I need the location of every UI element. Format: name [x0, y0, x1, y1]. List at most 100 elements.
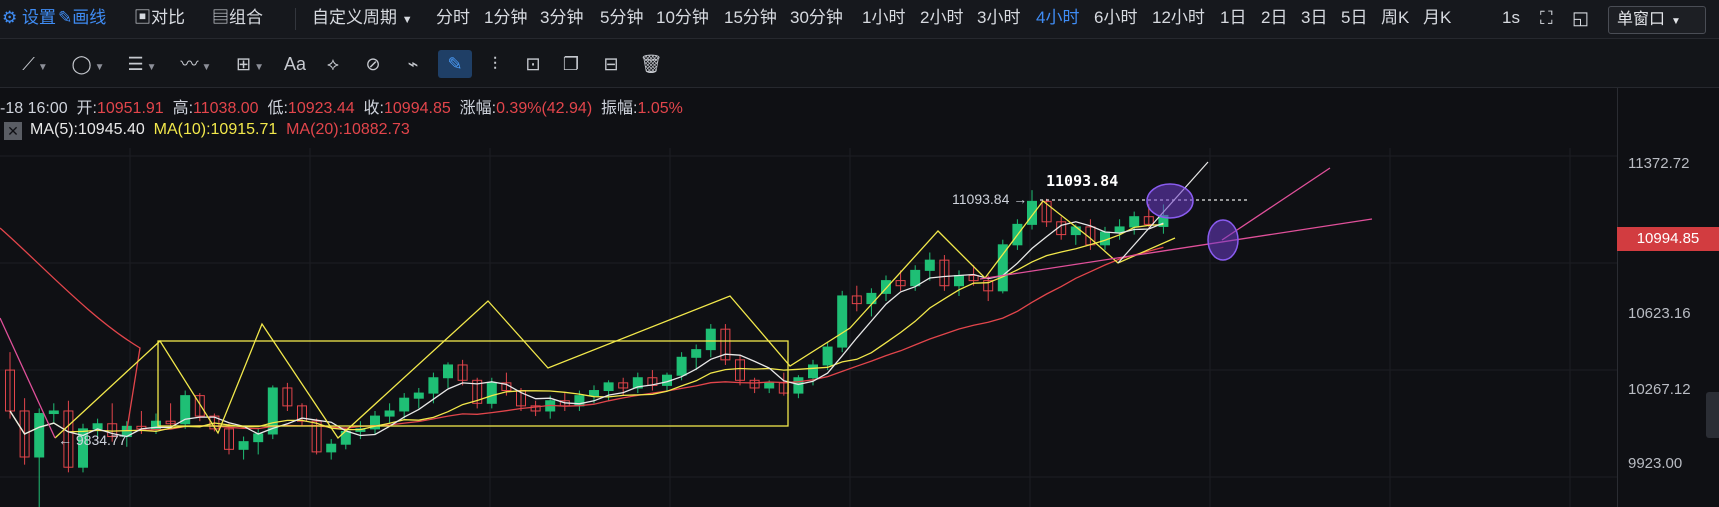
period-tab[interactable]: 周K: [1381, 8, 1410, 27]
candle-body: [48, 410, 59, 415]
amplitude-value: 1.05%: [637, 100, 683, 117]
hide-tool-icon[interactable]: ⊟: [603, 54, 619, 74]
settings-button[interactable]: ⚙ 设置: [2, 0, 56, 38]
candle-body: [413, 392, 424, 399]
period-tab[interactable]: 分时: [436, 8, 470, 27]
settings-label: 设置: [21, 8, 56, 27]
parallel-tool-icon[interactable]: ☰ ▼: [127, 54, 157, 74]
period-tab[interactable]: 1分钟: [484, 8, 528, 27]
candle-body: [457, 364, 468, 381]
candle-body: [1027, 200, 1037, 225]
compare-label: 对比: [151, 8, 185, 27]
period-tab[interactable]: 12小时: [1152, 8, 1205, 27]
magnet-tool-icon[interactable]: ⊘: [365, 54, 381, 74]
period-tab[interactable]: 3小时: [977, 8, 1021, 27]
candle-body: [370, 415, 380, 430]
period-tab[interactable]: 月K: [1423, 8, 1452, 27]
draw-line-button[interactable]: ✎画线: [58, 0, 106, 38]
price-tick-label: 11372.72: [1628, 155, 1690, 172]
candle-body: [297, 405, 307, 422]
candle-body: [793, 377, 804, 394]
period-tab[interactable]: 3日: [1301, 8, 1328, 27]
ma5-line: [9, 221, 1164, 438]
candle-body: [165, 420, 176, 425]
ma20-line: [0, 227, 1164, 432]
high-marker-big-label: 11093.84: [1046, 172, 1118, 190]
candle-body: [472, 379, 483, 404]
close-icon[interactable]: ✕: [4, 122, 22, 140]
fullscreen-icon[interactable]: ⛶: [1540, 8, 1553, 28]
candle-body: [881, 280, 891, 294]
candle-body: [92, 423, 103, 430]
custom-period-dropdown[interactable]: 自定义周期 ▼: [312, 0, 413, 38]
pattern-tool-icon[interactable]: ⫶: [492, 54, 498, 74]
combo-button[interactable]: ▤组合: [212, 0, 263, 38]
candle-body: [384, 410, 395, 417]
delete-tool-icon[interactable]: 🗑: [639, 54, 663, 74]
candle-body: [34, 413, 45, 458]
change-label: 涨幅:: [459, 100, 497, 117]
compare-button[interactable]: ▣对比: [134, 0, 185, 38]
candle-body: [19, 410, 30, 458]
candle-body: [311, 420, 322, 453]
candle-body: [1143, 216, 1154, 225]
ellipse-tool-icon[interactable]: ◯ ▼: [71, 54, 105, 74]
window-mode-select[interactable]: 单窗口 ▼: [1608, 6, 1706, 34]
amplitude-label: 振幅:: [601, 100, 638, 117]
open-label: 开:: [76, 100, 97, 117]
line-tool-icon[interactable]: ⟋ ▼: [22, 54, 48, 74]
period-tab[interactable]: 10分钟: [656, 8, 709, 27]
compare-icon: ▣: [134, 8, 151, 27]
candle-body: [705, 328, 716, 351]
measure-tool-icon[interactable]: ⊞ ▼: [236, 54, 264, 74]
candle-body: [764, 382, 775, 389]
top-toolbar: ⚙ 设置 ✎画线 ▣对比 ▤组合 自定义周期 ▼ 分时 1分钟 3分钟 5分钟 10分钟…: [0, 0, 1719, 39]
ruler-tool-icon[interactable]: ⌁: [407, 54, 419, 74]
candle-body: [253, 433, 264, 443]
period-tab[interactable]: 4小时: [1036, 8, 1080, 27]
period-tab[interactable]: 30分钟: [790, 8, 843, 27]
candle-body: [691, 349, 702, 358]
period-tab[interactable]: 15分钟: [724, 8, 777, 27]
period-tab[interactable]: 2日: [1261, 8, 1288, 27]
text-tool-icon[interactable]: Aa: [280, 50, 310, 78]
pen-icon: ✎: [58, 8, 73, 27]
period-tab[interactable]: 3分钟: [540, 8, 584, 27]
candle-body: [78, 428, 88, 468]
candle-body: [5, 369, 15, 412]
refresh-rate-button[interactable]: 1s: [1502, 0, 1520, 38]
candle-body: [939, 259, 950, 287]
low-marker-label: ← 9834.77: [58, 432, 127, 448]
candle-body: [983, 280, 994, 292]
low-label: 低:: [267, 100, 288, 117]
period-tab[interactable]: 5分钟: [600, 8, 644, 27]
candle-body: [428, 377, 439, 394]
candle-body: [151, 420, 161, 430]
brush-tool-icon[interactable]: ✎: [438, 50, 472, 78]
fib-tool-icon[interactable]: ⟡: [327, 54, 339, 74]
candle-body: [224, 428, 234, 450]
period-tab[interactable]: 6小时: [1094, 8, 1138, 27]
period-tab[interactable]: 1日: [1220, 8, 1247, 27]
lock-tool-icon[interactable]: ⊡: [525, 54, 541, 74]
ohlc-info: -18 16:00 开:10951.91 高:11038.00 低:10923.…: [0, 94, 683, 118]
wave-line: [54, 200, 1176, 439]
candle-body: [924, 259, 935, 271]
period-tab[interactable]: 1小时: [862, 8, 906, 27]
candle-body: [603, 382, 614, 392]
copy-tool-icon[interactable]: ❐: [562, 54, 580, 74]
period-tab[interactable]: 2小时: [920, 8, 964, 27]
combo-label: 组合: [229, 8, 263, 27]
candle-body: [1129, 216, 1140, 228]
price-tick-label: 10623.16: [1628, 305, 1691, 322]
candlestick-chart[interactable]: 11093.84 → 11093.84 ← 9834.77: [0, 88, 1617, 507]
candle-body: [238, 441, 249, 450]
high-marker-label: 11093.84 →: [952, 191, 1027, 207]
candle-body: [837, 295, 848, 348]
period-tab[interactable]: 5日: [1341, 8, 1368, 27]
side-panel-toggle[interactable]: [1706, 392, 1719, 438]
high-value: 11038.00: [193, 100, 259, 117]
candle-body: [997, 244, 1008, 292]
popout-icon[interactable]: ◱: [1572, 8, 1590, 28]
wave-tool-icon[interactable]: 〰 ▼: [180, 54, 212, 74]
